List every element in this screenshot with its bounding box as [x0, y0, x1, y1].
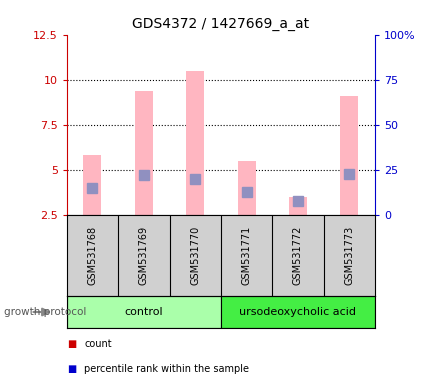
Text: ■: ■ — [67, 339, 76, 349]
Text: ursodeoxycholic acid: ursodeoxycholic acid — [239, 307, 356, 317]
Text: GSM531768: GSM531768 — [87, 226, 97, 285]
Bar — [135, 91, 153, 215]
Bar — [67, 296, 221, 328]
Text: GSM531772: GSM531772 — [292, 226, 302, 285]
Bar — [288, 197, 306, 215]
Bar — [83, 156, 101, 215]
Text: count: count — [84, 339, 111, 349]
Text: ■: ■ — [67, 364, 76, 374]
Text: GSM531770: GSM531770 — [190, 226, 200, 285]
Bar — [220, 296, 374, 328]
Bar — [237, 161, 255, 215]
Text: control: control — [124, 307, 163, 317]
Title: GDS4372 / 1427669_a_at: GDS4372 / 1427669_a_at — [132, 17, 309, 31]
Text: percentile rank within the sample: percentile rank within the sample — [84, 364, 249, 374]
Text: GSM531773: GSM531773 — [344, 226, 353, 285]
Text: GSM531771: GSM531771 — [241, 226, 251, 285]
Bar — [186, 71, 204, 215]
Bar — [340, 96, 357, 215]
Text: growth protocol: growth protocol — [4, 307, 86, 317]
Text: GSM531769: GSM531769 — [138, 226, 148, 285]
